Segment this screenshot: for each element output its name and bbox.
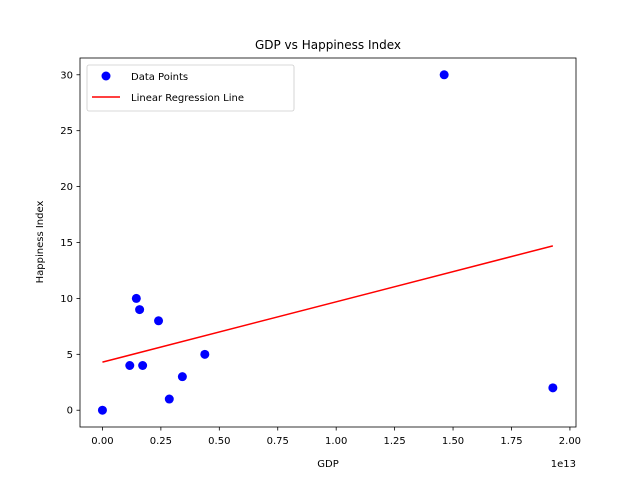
x-tick-label: 1.50: [442, 436, 464, 447]
chart-title: GDP vs Happiness Index: [255, 38, 401, 52]
data-point: [200, 349, 210, 359]
x-tick-label: 2.00: [559, 436, 581, 447]
y-axis-label: Happiness Index: [35, 201, 46, 284]
x-axis-label: GDP: [317, 459, 338, 470]
data-point: [138, 361, 148, 370]
x-tick-label: 0.75: [267, 436, 289, 447]
y-tick-label: 10: [60, 294, 73, 305]
plot-area: [97, 70, 558, 415]
data-point: [548, 383, 558, 393]
legend-box: [86, 64, 295, 112]
y-tick-label: 30: [60, 70, 73, 81]
data-point: [135, 305, 145, 315]
x-tick-label: 0.50: [208, 436, 230, 447]
regression-line: [102, 245, 554, 363]
data-point: [131, 293, 141, 303]
y-tick-label: 15: [60, 238, 73, 249]
x-axis-ticks: 0.00 0.25 0.50 0.75 1.00 1.25 1.50 1.75 2.00: [91, 427, 581, 447]
legend-marker-data-points: [101, 71, 111, 81]
data-point: [97, 405, 107, 415]
y-tick-label: 20: [60, 182, 73, 193]
data-point: [125, 361, 135, 370]
legend-label-regression-line: Linear Regression Line: [131, 93, 244, 104]
x-tick-label: 1.75: [500, 436, 522, 447]
x-tick-label: 1.25: [383, 436, 405, 447]
x-tick-label: 0.25: [150, 436, 172, 447]
data-point: [154, 316, 164, 326]
x-axis-offset-label: 1e13: [551, 459, 576, 470]
x-tick-label: 0.00: [91, 436, 113, 447]
data-point: [164, 394, 174, 404]
y-tick-label: 0: [67, 406, 73, 417]
y-tick-label: 5: [67, 350, 73, 361]
legend-label-data-points: Data Points: [131, 72, 188, 83]
legend: Data Points Linear Regression Line: [86, 64, 295, 112]
y-tick-label: 25: [60, 126, 73, 137]
data-point: [177, 372, 187, 382]
x-tick-label: 1.00: [325, 436, 347, 447]
data-point: [439, 70, 449, 80]
y-axis-ticks: 0 5 10 15 20 25 30: [60, 70, 80, 417]
